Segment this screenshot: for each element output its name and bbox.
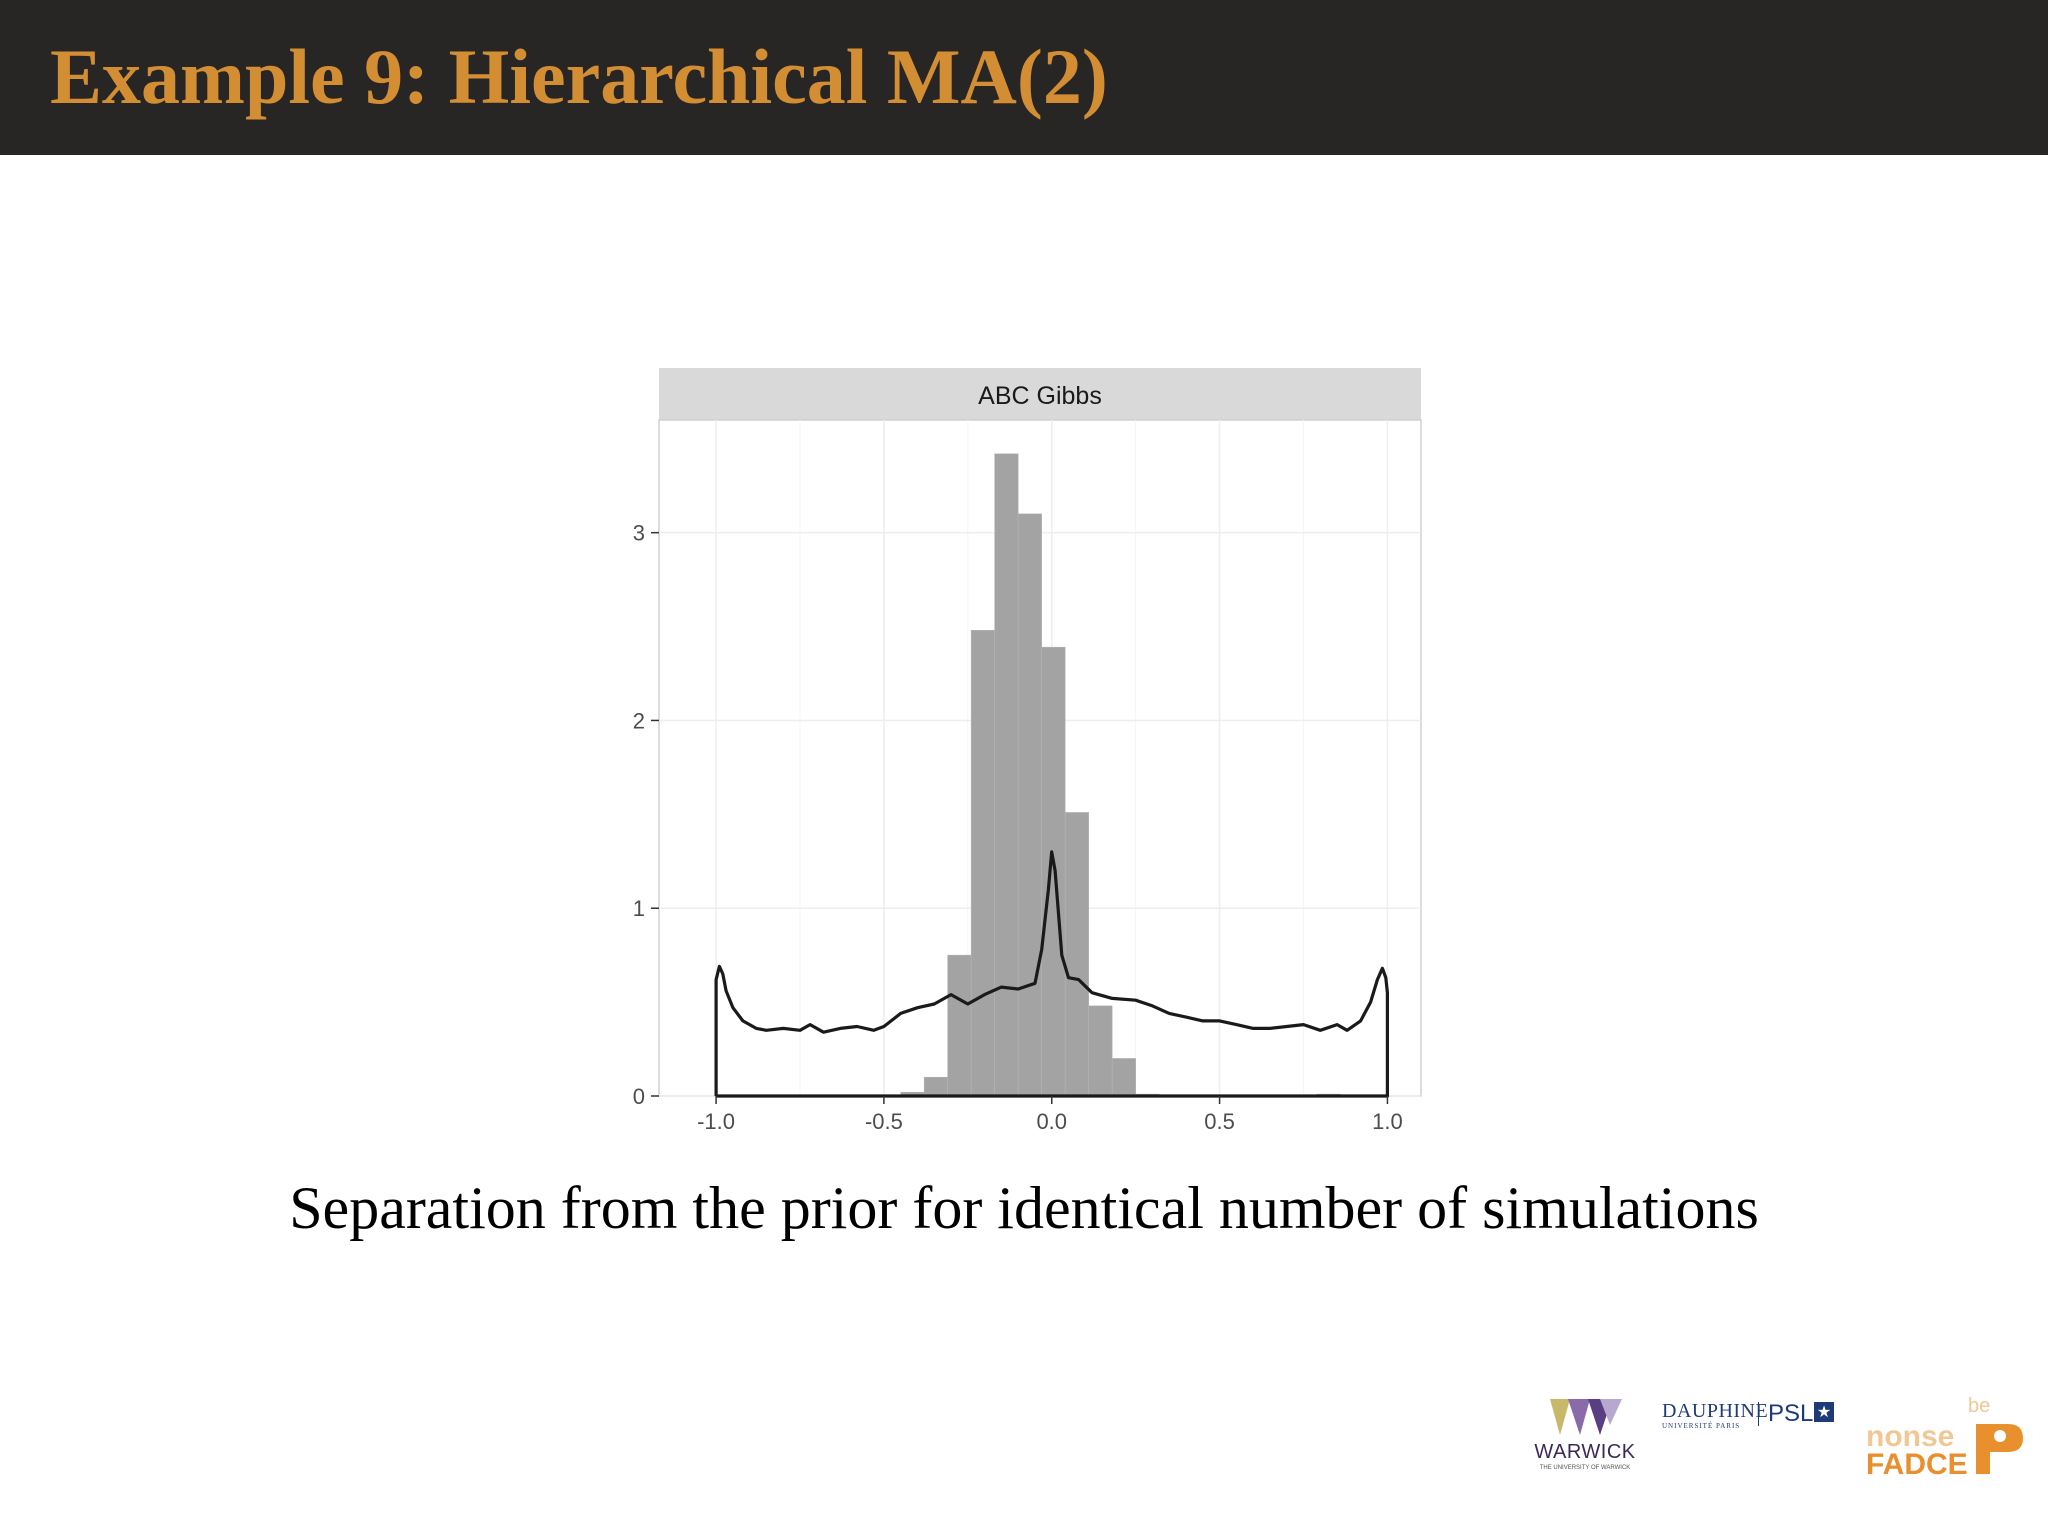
y-tick-label: 3 <box>633 521 645 546</box>
svg-text:FADCE: FADCE <box>1866 1448 1968 1480</box>
panel-title: ABC Gibbs <box>978 382 1102 410</box>
density-curve <box>714 850 1389 1098</box>
x-tick-label: -1.0 <box>697 1109 735 1134</box>
histogram-bars <box>900 453 1341 1097</box>
histogram-bar <box>1041 646 1066 1097</box>
x-tick-label: 0.0 <box>1036 1109 1067 1134</box>
psl-star-icon: ★ <box>1814 1402 1834 1422</box>
axes: -1.0 -0.5 0.0 0.5 1.0 0 1 2 3 <box>633 521 1403 1134</box>
chart: ABC Gibbs -1.0 -0.5 0.0 0.5 1.0 0 1 2 3 <box>633 368 1422 1134</box>
histogram-bar <box>1111 1058 1136 1097</box>
x-tick-label: 0.5 <box>1204 1109 1235 1134</box>
histogram-bar <box>1064 812 1089 1097</box>
dauphine-psl-logo: DAUPHINE UNIVERSITÉ PARIS PSL ★ <box>1658 1396 1858 1436</box>
histogram-bar <box>1017 513 1042 1097</box>
title-bar: Example 9: Hierarchical MA(2) <box>0 0 2048 155</box>
panel-strip <box>659 368 1421 420</box>
warwick-emblem-icon <box>1550 1399 1622 1435</box>
x-tick-label: -0.5 <box>865 1109 903 1134</box>
slide-caption: Separation from the prior for identical … <box>289 1175 1759 1241</box>
warwick-subtitle: THE UNIVERSITY OF WARWICK <box>1539 1465 1631 1471</box>
histogram-bar <box>970 630 995 1097</box>
y-tick-label: 1 <box>633 896 645 921</box>
psl-wordmark: PSL <box>1768 1400 1814 1427</box>
svg-text:be: be <box>1968 1395 1990 1417</box>
histogram-bar <box>923 1076 948 1097</box>
bnf-logo-icon: be nonse FADCE <box>1866 1395 2023 1481</box>
y-tick-label: 0 <box>633 1084 645 1109</box>
dauphine-subtitle: UNIVERSITÉ PARIS <box>1662 1422 1741 1430</box>
histogram-bar <box>947 954 972 1097</box>
dauphine-wordmark: DAUPHINE <box>1662 1400 1769 1422</box>
bnf-logo: be nonse FADCE <box>1858 1390 2028 1481</box>
y-tick-label: 2 <box>633 708 645 733</box>
warwick-wordmark: WARWICK <box>1534 1441 1636 1463</box>
histogram-bar <box>994 453 1019 1097</box>
histogram-bar <box>1088 1005 1113 1097</box>
logo-separator <box>1758 1402 1759 1426</box>
svg-text:nonse: nonse <box>1866 1420 1954 1453</box>
slide-title: Example 9: Hierarchical MA(2) <box>50 33 1108 120</box>
warwick-logo: WARWICK THE UNIVERSITY OF WARWICK <box>1530 1395 1650 1475</box>
density-line <box>714 850 1389 1098</box>
x-tick-label: 1.0 <box>1372 1109 1403 1134</box>
